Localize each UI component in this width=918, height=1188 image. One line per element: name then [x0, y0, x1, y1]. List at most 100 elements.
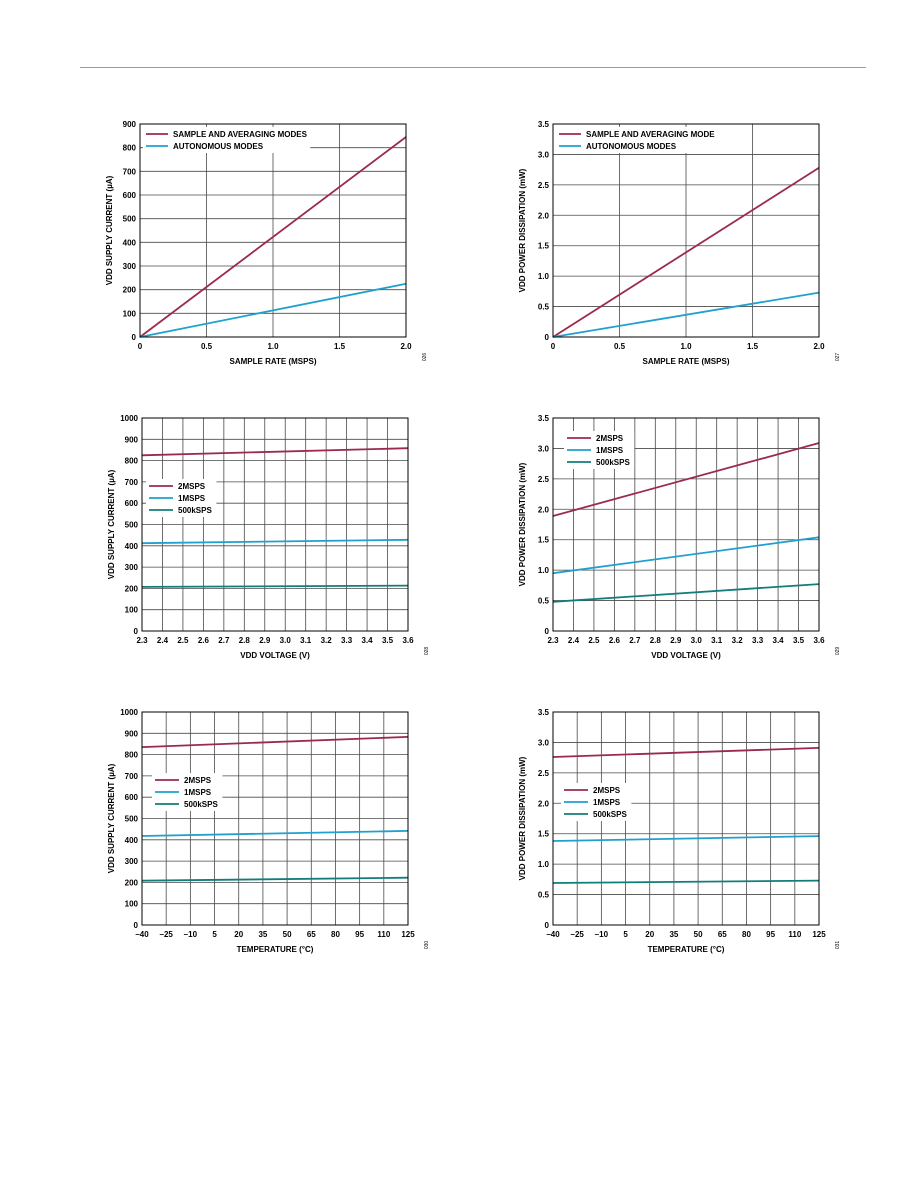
- x-tick-label: –40: [546, 930, 560, 939]
- series-line-1: [552, 536, 820, 575]
- x-tick-label: 0: [551, 342, 556, 351]
- legend-box: [143, 127, 311, 153]
- y-tick-label: 800: [123, 144, 137, 153]
- figure-id: 028: [424, 647, 430, 656]
- x-tick-label: 2.3: [547, 636, 559, 645]
- series-line-0: [552, 747, 820, 758]
- series-line-1: [141, 830, 409, 837]
- y-tick-label: 1.5: [538, 830, 550, 839]
- x-tick-label: 3.3: [752, 636, 764, 645]
- x-tick-label: 2.9: [670, 636, 682, 645]
- series-line-2: [141, 876, 409, 882]
- y-tick-label: 2.5: [538, 181, 550, 190]
- y-tick-label: 3.5: [538, 708, 550, 717]
- series-line-0: [141, 447, 409, 457]
- legend-label-0: 2MSPS: [184, 776, 212, 785]
- x-axis-label: TEMPERATURE (°C): [648, 945, 725, 954]
- x-tick-label: 2.6: [198, 636, 210, 645]
- legend-label-2: 500kSPS: [184, 800, 218, 809]
- y-tick-label: 900: [123, 120, 137, 129]
- x-tick-label: 3.6: [813, 636, 825, 645]
- y-tick-label: 2.5: [538, 769, 550, 778]
- y-tick-label: 1000: [120, 414, 138, 423]
- x-tick-label: 3.4: [773, 636, 785, 645]
- x-tick-label: 3.6: [402, 636, 414, 645]
- x-tick-label: 2.5: [588, 636, 600, 645]
- y-tick-label: 0: [134, 921, 139, 930]
- series-line-1: [552, 835, 820, 842]
- y-tick-label: 400: [123, 238, 137, 247]
- x-tick-label: 95: [766, 930, 775, 939]
- y-axis-label: VDD SUPPLY CURRENT (µA): [105, 175, 114, 285]
- y-axis-label: VDD SUPPLY CURRENT (µA): [107, 763, 116, 873]
- legend-label-0: 2MSPS: [596, 434, 624, 443]
- y-tick-label: 400: [125, 542, 139, 551]
- x-tick-label: 35: [669, 930, 678, 939]
- y-tick-label: 600: [125, 499, 139, 508]
- x-tick-label: 3.3: [341, 636, 353, 645]
- y-tick-label: 2.0: [538, 505, 550, 514]
- y-tick-label: 200: [125, 584, 139, 593]
- x-tick-label: 3.1: [300, 636, 312, 645]
- x-axis-label: TEMPERATURE (°C): [237, 945, 314, 954]
- series-line-2: [552, 583, 820, 603]
- legend-label-1: AUTONOMOUS MODES: [173, 142, 264, 151]
- y-tick-label: 300: [125, 563, 139, 572]
- legend-label-1: 1MSPS: [184, 788, 212, 797]
- y-tick-label: 100: [123, 309, 137, 318]
- x-tick-label: –10: [595, 930, 609, 939]
- y-tick-label: 0.5: [538, 303, 550, 312]
- x-tick-label: 2.3: [136, 636, 148, 645]
- legend-label-1: 1MSPS: [178, 494, 206, 503]
- x-tick-label: –10: [184, 930, 198, 939]
- series-line-2: [552, 879, 820, 884]
- series-line-1: [141, 538, 409, 545]
- series-line-0: [552, 167, 820, 338]
- x-tick-label: 20: [645, 930, 654, 939]
- y-tick-label: 300: [123, 262, 137, 271]
- y-tick-label: 200: [125, 878, 139, 887]
- series-line-1: [139, 282, 407, 338]
- plot-frame: [552, 711, 820, 926]
- x-axis-label: SAMPLE RATE (MSPS): [643, 357, 730, 366]
- y-tick-label: 600: [123, 191, 137, 200]
- y-tick-label: 2.0: [538, 211, 550, 220]
- y-tick-label: 500: [125, 521, 139, 530]
- x-tick-label: 3.5: [793, 636, 805, 645]
- y-tick-label: 100: [125, 606, 139, 615]
- x-tick-label: 3.1: [711, 636, 723, 645]
- x-tick-label: 2.4: [157, 636, 169, 645]
- x-tick-label: 50: [694, 930, 703, 939]
- x-tick-label: –40: [135, 930, 149, 939]
- y-tick-label: 400: [125, 836, 139, 845]
- x-tick-label: 3.0: [280, 636, 292, 645]
- figure-id: 030: [424, 941, 430, 950]
- y-tick-label: 3.0: [538, 150, 550, 159]
- y-tick-label: 1.0: [538, 566, 550, 575]
- legend-label-1: AUTONOMOUS MODES: [586, 142, 677, 151]
- y-tick-label: 1.5: [538, 536, 550, 545]
- legend-label-0: SAMPLE AND AVERAGING MODE: [586, 130, 715, 139]
- legend-label-2: 500kSPS: [596, 458, 630, 467]
- y-tick-label: 2.5: [538, 475, 550, 484]
- legend-label-0: 2MSPS: [178, 482, 206, 491]
- x-axis-label: VDD VOLTAGE (V): [240, 651, 310, 660]
- x-tick-label: 5: [623, 930, 628, 939]
- plot-frame: [141, 417, 409, 632]
- x-tick-label: 35: [258, 930, 267, 939]
- y-tick-label: 600: [125, 793, 139, 802]
- plot-frame: [141, 711, 409, 926]
- x-tick-label: 3.5: [382, 636, 394, 645]
- x-tick-label: 50: [283, 930, 292, 939]
- x-tick-label: 65: [718, 930, 727, 939]
- x-tick-label: 2.8: [650, 636, 662, 645]
- figure-id: 029: [835, 647, 841, 656]
- y-tick-label: 3.0: [538, 738, 550, 747]
- y-tick-label: 1.0: [538, 860, 550, 869]
- plot-frame: [552, 123, 820, 338]
- x-tick-label: 2.8: [239, 636, 251, 645]
- figure-id: 031: [835, 941, 841, 950]
- x-tick-label: 5: [212, 930, 217, 939]
- x-tick-label: 125: [401, 930, 415, 939]
